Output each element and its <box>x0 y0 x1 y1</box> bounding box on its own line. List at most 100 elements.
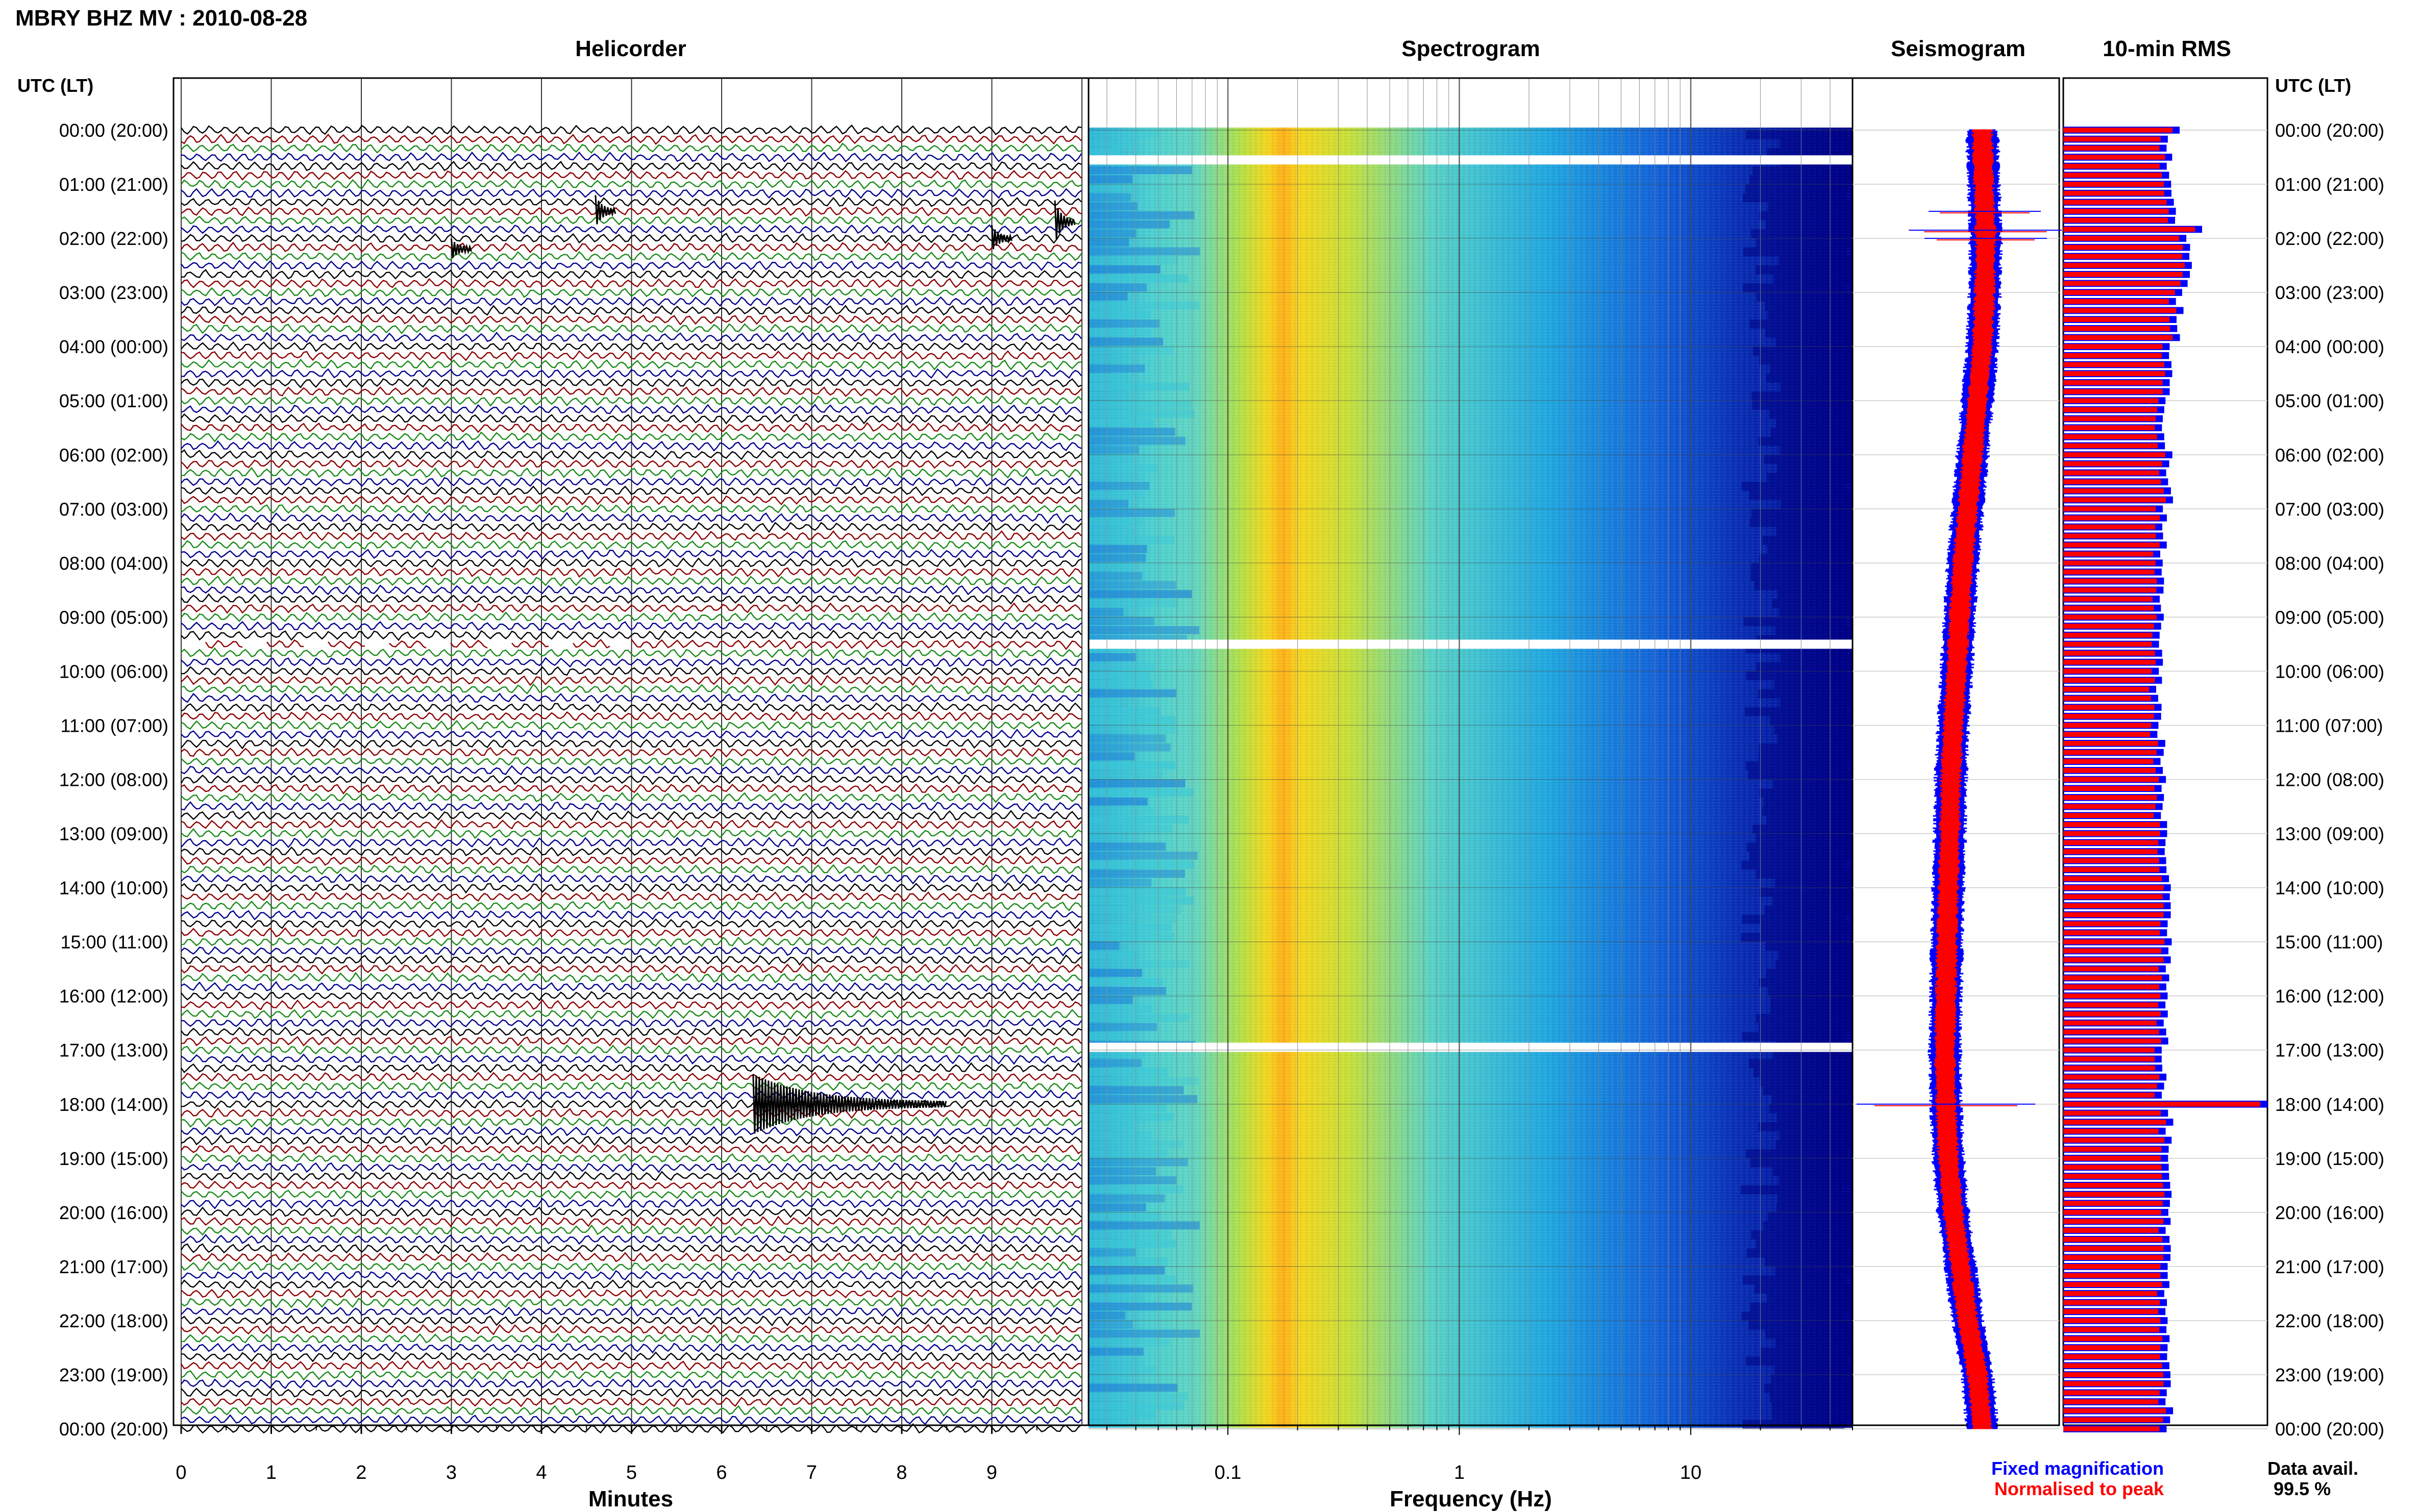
time-label-left: 15:00 (11:00) <box>61 932 168 953</box>
helicorder-trace-line <box>181 1387 1082 1399</box>
time-label-left: 05:00 (01:00) <box>59 390 168 411</box>
helicorder-trace-line <box>181 512 1082 524</box>
helicorder-trace-line <box>181 647 1082 659</box>
time-labels-right: 00:00 (20:00) 01:00 (21:00) 02:00 (22:00) 0… <box>2275 120 2384 1440</box>
spectrogram-row-hf <box>1768 202 1870 212</box>
time-label-left: 03:00 (23:00) <box>59 282 168 303</box>
spectrogram-row-hf <box>1774 680 1877 689</box>
helicorder-trace-line <box>181 1125 1082 1137</box>
spectrogram-xlabel: Frequency (Hz) <box>1390 1486 1552 1511</box>
time-label-right: 15:00 (11:00) <box>2275 932 2383 953</box>
rms-bar-normalised <box>2063 696 2151 701</box>
spectrogram-row <box>1089 1383 1178 1392</box>
spectrogram-row <box>1089 229 1137 238</box>
spectrogram-row <box>1089 1320 1133 1329</box>
spectrogram-row-hf <box>1765 220 1868 230</box>
spectrogram-row <box>1089 355 1128 364</box>
spectrogram-row-hf <box>1745 761 1848 771</box>
helicorder-trace-line <box>181 1315 1082 1327</box>
spectrogram-row <box>1089 1176 1177 1184</box>
rms-bar-normalised <box>2063 209 2169 214</box>
spectrogram-row-hf <box>1756 238 1859 247</box>
helicorder-trace-line <box>181 368 1082 379</box>
spectrogram-row <box>1089 1149 1168 1157</box>
rms-bar-normalised <box>2063 732 2151 737</box>
helicorder-xtick-label: 6 <box>716 1462 727 1483</box>
spectrogram-row <box>1089 1356 1143 1365</box>
helicorder-events <box>451 195 1076 1134</box>
spectrogram-row <box>1089 1339 1171 1347</box>
time-label-right: 03:00 (23:00) <box>2275 282 2384 303</box>
spectrogram-row <box>1089 581 1176 589</box>
rms-bar-normalised <box>2063 1047 2155 1053</box>
spectrogram-row-hf <box>1741 1311 1844 1321</box>
spectrogram-row <box>1089 1275 1178 1284</box>
rms-bar-normalised <box>2063 1381 2164 1386</box>
helicorder-xtick-label: 4 <box>536 1462 547 1483</box>
rms-bar-normalised <box>2063 380 2163 385</box>
helicorder-trace-line <box>181 729 1082 740</box>
helicorder-trace-line <box>181 954 1082 966</box>
rms-bar-normalised <box>2063 281 2181 286</box>
spectrogram-row-hf <box>1761 924 1863 933</box>
helicorder-trace-line <box>181 494 1082 506</box>
spectrogram-gridlines <box>1089 78 1853 1429</box>
spectrogram-row-hf <box>1767 473 1869 482</box>
helicorder-trace-line <box>181 692 1082 704</box>
rms-bar-normalised <box>2063 533 2156 539</box>
helicorder-trace-line <box>181 593 1082 605</box>
helicorder-trace-line <box>181 972 1082 984</box>
spectrogram-row <box>1089 1005 1153 1013</box>
spectrogram-row <box>1089 409 1195 418</box>
rms-bar-normalised <box>2063 434 2157 439</box>
time-label-left: 08:00 (04:00) <box>59 553 168 574</box>
spectrogram-row-hf <box>1773 779 1875 789</box>
helicorder-trace-line <box>181 314 1082 326</box>
helicorder-trace-line <box>181 404 1082 415</box>
rms-bar-normalised <box>2063 686 2149 692</box>
spectrogram-row <box>1089 238 1129 246</box>
rms-bar-normalised <box>2063 271 2183 277</box>
helicorder-trace-line <box>181 341 1082 352</box>
helicorder-trace-line <box>181 1008 1082 1020</box>
helicorder-trace-line <box>181 530 1082 541</box>
spectrogram-row-hf <box>1746 1149 1848 1158</box>
helicorder-trace-line <box>181 1116 1082 1128</box>
rms-bar-normalised <box>2063 867 2160 873</box>
spectrogram-panel <box>1088 77 1883 1429</box>
helicorder-trace-line <box>181 792 1082 803</box>
spectrogram-row-hf <box>1769 1393 1872 1402</box>
rms-bar-normalised <box>2063 244 2183 250</box>
helicorder-trace-line <box>181 1035 1082 1047</box>
helicorder-trace-line <box>181 124 1082 135</box>
spectrogram-row <box>1089 932 1175 941</box>
spectrogram-row <box>1089 770 1163 779</box>
spectrogram-row <box>1089 463 1158 472</box>
helicorder-trace-line <box>181 323 1082 335</box>
rms-bar-normalised <box>2063 1264 2161 1269</box>
spectrogram-row-hf <box>1743 247 1845 257</box>
spectrogram-row <box>1089 1293 1145 1302</box>
time-label-left: 11:00 (07:00) <box>61 715 168 736</box>
rms-bar-normalised <box>2063 1110 2161 1116</box>
helicorder-trace-line <box>181 1279 1082 1291</box>
rms-bar-normalised <box>2063 326 2170 331</box>
helicorder-trace-line <box>181 909 1082 921</box>
helicorder-trace-line <box>181 160 1082 172</box>
helicorder-trace-line <box>181 305 1082 316</box>
rms-bar-normalised <box>2063 822 2160 827</box>
rms-bar-normalised <box>2063 1219 2164 1224</box>
spectrogram-row <box>1089 1086 1184 1095</box>
time-label-left: 00:00 (20:00) <box>59 120 168 141</box>
rms-bar-normalised <box>2063 1237 2163 1242</box>
spectrogram-row <box>1089 1410 1156 1419</box>
spectrogram-row-hf <box>1765 328 1868 338</box>
rms-bar-normalised <box>2063 840 2159 846</box>
helicorder-trace-line <box>181 755 1082 766</box>
spectrogram-row <box>1089 860 1195 869</box>
spectrogram-row <box>1089 436 1186 445</box>
spectrogram-row <box>1089 202 1138 211</box>
spectrogram-row <box>1089 689 1176 698</box>
spectrogram-row <box>1089 220 1170 229</box>
time-label-left: 21:00 (17:00) <box>59 1256 168 1277</box>
